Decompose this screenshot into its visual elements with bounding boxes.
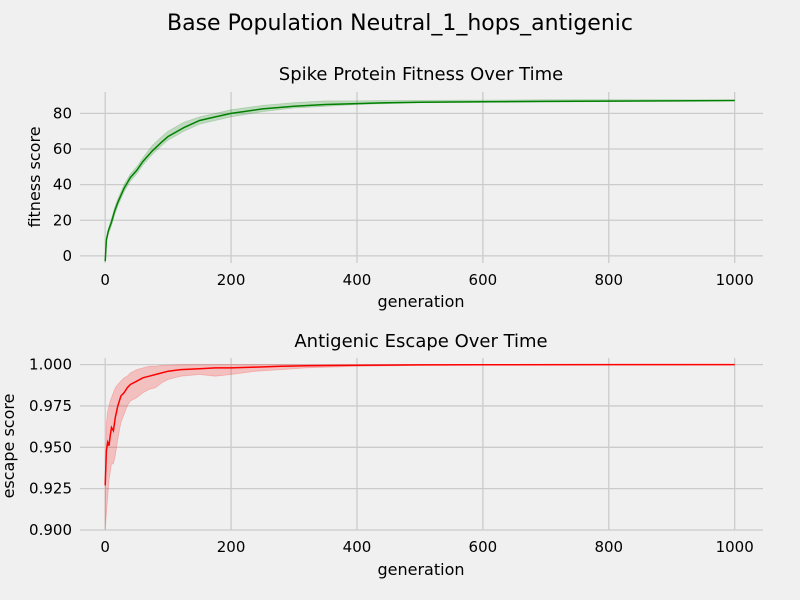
fitness-x-tick-label: 200 xyxy=(217,271,246,289)
fitness-chart-title: Spike Protein Fitness Over Time xyxy=(279,64,563,85)
fitness-x-tick-label: 800 xyxy=(594,271,623,289)
escape-x-axis-label: generation xyxy=(377,560,464,579)
escape-y-axis-label: escape score xyxy=(0,394,18,499)
fitness-x-tick-label: 1000 xyxy=(716,271,754,289)
escape-tick-labels: 0 200 400 600 800 1000 0.900 0.925 0.950 0.975 1.0… xyxy=(29,356,754,556)
escape-y-tick-label: 1.000 xyxy=(29,356,72,374)
fitness-gridlines xyxy=(80,92,763,263)
fitness-x-tick-label: 600 xyxy=(469,271,498,289)
escape-x-tick-label: 0 xyxy=(100,538,110,556)
fitness-y-axis-label: fitness score xyxy=(25,126,44,227)
fitness-series xyxy=(104,99,736,262)
escape-y-tick-label: 0.975 xyxy=(29,397,72,415)
fitness-x-tick-label: 400 xyxy=(343,271,372,289)
escape-series xyxy=(104,363,735,531)
escape-y-tick-label: 0.900 xyxy=(29,521,72,539)
escape-panel: Antigenic Escape Over Time generation es… xyxy=(0,331,763,579)
fitness-mean-line xyxy=(104,99,735,262)
escape-x-tick-label: 800 xyxy=(594,538,623,556)
escape-gridlines xyxy=(80,358,763,531)
escape-y-tick-label: 0.950 xyxy=(29,438,72,456)
fitness-y-tick-label: 20 xyxy=(53,211,72,229)
escape-x-tick-label: 1000 xyxy=(716,538,754,556)
fitness-x-tick-label: 0 xyxy=(100,271,110,289)
fitness-y-tick-label: 80 xyxy=(53,104,72,122)
fitness-y-tick-label: 0 xyxy=(62,247,72,265)
escape-chart-title: Antigenic Escape Over Time xyxy=(294,331,547,352)
fitness-y-tick-label: 60 xyxy=(53,140,72,158)
escape-y-tick-label: 0.925 xyxy=(29,480,72,498)
fitness-tick-labels: 0 200 400 600 800 1000 0 20 40 60 80 xyxy=(53,104,754,289)
escape-x-tick-label: 600 xyxy=(469,538,498,556)
escape-x-tick-label: 200 xyxy=(217,538,246,556)
fitness-y-tick-label: 40 xyxy=(53,176,72,194)
fitness-panel: Spike Protein Fitness Over Time generati… xyxy=(25,64,763,311)
escape-x-tick-label: 400 xyxy=(343,538,372,556)
escape-mean-line xyxy=(104,363,735,486)
fitness-confidence-band xyxy=(104,99,736,262)
fitness-x-axis-label: generation xyxy=(377,292,464,311)
figure-title: Base Population Neutral_1_hops_antigenic xyxy=(167,11,633,36)
